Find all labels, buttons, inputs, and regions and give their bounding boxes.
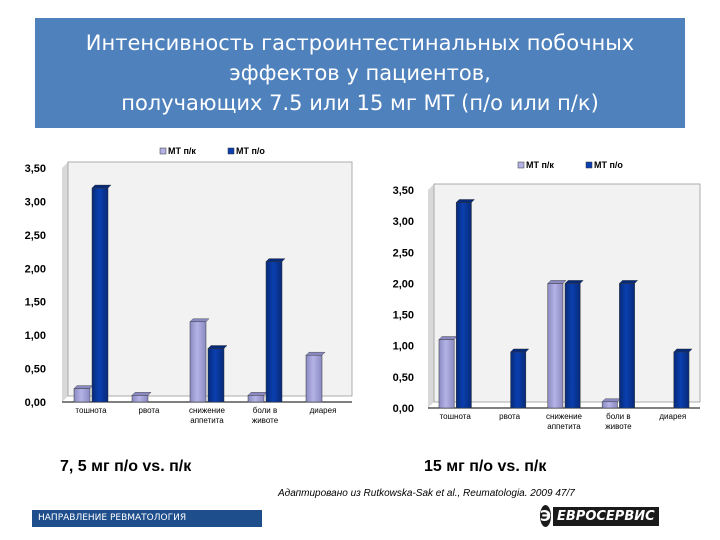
x-category-label: снижение [546, 412, 583, 421]
legend-swatch [517, 161, 525, 169]
chart-7-5mg: 0,00 0,50 1,00 1,50 2,00 2,50 3,00 3,50 тошнота р… [25, 146, 353, 425]
y-tick-label: 2,50 [393, 247, 414, 259]
legend-swatch [585, 161, 593, 169]
plot-side-wall [428, 184, 434, 408]
title-line-3: получающих 7.5 или 15 мг МТ (п/о или п/к… [121, 91, 599, 115]
y-tick-label: 0,50 [393, 372, 414, 384]
x-category-label: тошнота [440, 412, 472, 421]
x-category-label: тошнота [75, 406, 107, 415]
x-category-label: снижение [189, 406, 226, 415]
bar [618, 280, 639, 409]
x-category-label: животе [252, 416, 279, 425]
x-category-label: диарея [310, 406, 337, 415]
caption-7-5mg: 7, 5 мг п/о vs. п/к [60, 458, 192, 475]
x-category-label: аппетита [190, 416, 224, 425]
bar [131, 392, 152, 403]
x-category-label: животе [605, 422, 632, 431]
bar [564, 280, 584, 409]
y-tick-label: 1,00 [393, 341, 414, 353]
y-tick-label: 2,50 [25, 230, 46, 242]
x-category-label: рвота [499, 412, 520, 421]
x-category-label: боли в [606, 412, 630, 421]
y-tick-label: 1,50 [393, 310, 414, 322]
x-category-label: аппетита [547, 422, 581, 431]
y-tick-label: 2,00 [393, 278, 414, 290]
y-tick-label: 0,50 [25, 364, 46, 376]
y-tick-label: 1,50 [25, 297, 46, 309]
bar [673, 348, 693, 409]
title-line-2: эффектов у пациентов, [229, 61, 491, 85]
x-category-label: рвота [139, 406, 160, 415]
y-tick-label: 1,00 [25, 330, 46, 342]
bar [601, 398, 621, 409]
y-tick-label: 3,00 [25, 196, 46, 208]
bar [247, 392, 268, 403]
evroservis-logo-icon: Э ЕВРОСЕРВИС [540, 505, 659, 527]
bar [91, 184, 112, 403]
bar [189, 318, 210, 403]
source-citation: Адаптировано из Rutkowska-Sak et al., Re… [278, 488, 575, 499]
logo-text: ЕВРОСЕРВИС [553, 506, 659, 526]
y-tick-label: 3,00 [393, 216, 414, 228]
bar [73, 385, 94, 403]
bar [305, 351, 326, 403]
caption-15mg: 15 мг п/о vs. п/к [424, 458, 547, 475]
bar [510, 348, 530, 409]
bar [438, 336, 458, 409]
y-tick-label: 0,00 [25, 397, 46, 409]
chart-15mg: 0,00 0,50 1,00 1,50 2,00 2,50 3,00 3,50 тошнота р… [393, 160, 701, 431]
bar [455, 199, 475, 409]
footer-bar: НАПРАВЛЕНИЕ РЕВМАТОЛОГИЯ [32, 510, 262, 527]
legend-swatch [227, 147, 235, 155]
legend-label: МТ п/к [526, 160, 554, 170]
legend-label: МТ п/о [236, 146, 265, 156]
bar [265, 258, 286, 403]
slide-title: Интенсивность гастроинтестинальных побоч… [35, 18, 685, 128]
logo-mark: Э [540, 505, 552, 527]
y-tick-label: 3,50 [393, 185, 414, 197]
y-tick-label: 0,00 [393, 403, 414, 415]
x-category-label: диарея [659, 412, 686, 421]
bar [547, 280, 567, 409]
y-tick-label: 3,50 [25, 163, 46, 175]
y-tick-label: 2,00 [25, 263, 46, 275]
plot-side-wall [62, 162, 68, 402]
legend-label: МТ п/к [168, 146, 196, 156]
legend-label: МТ п/о [594, 160, 623, 170]
legend-swatch [159, 147, 167, 155]
x-category-label: боли в [253, 406, 277, 415]
bar [207, 345, 228, 403]
title-line-1: Интенсивность гастроинтестинальных побоч… [85, 31, 635, 55]
